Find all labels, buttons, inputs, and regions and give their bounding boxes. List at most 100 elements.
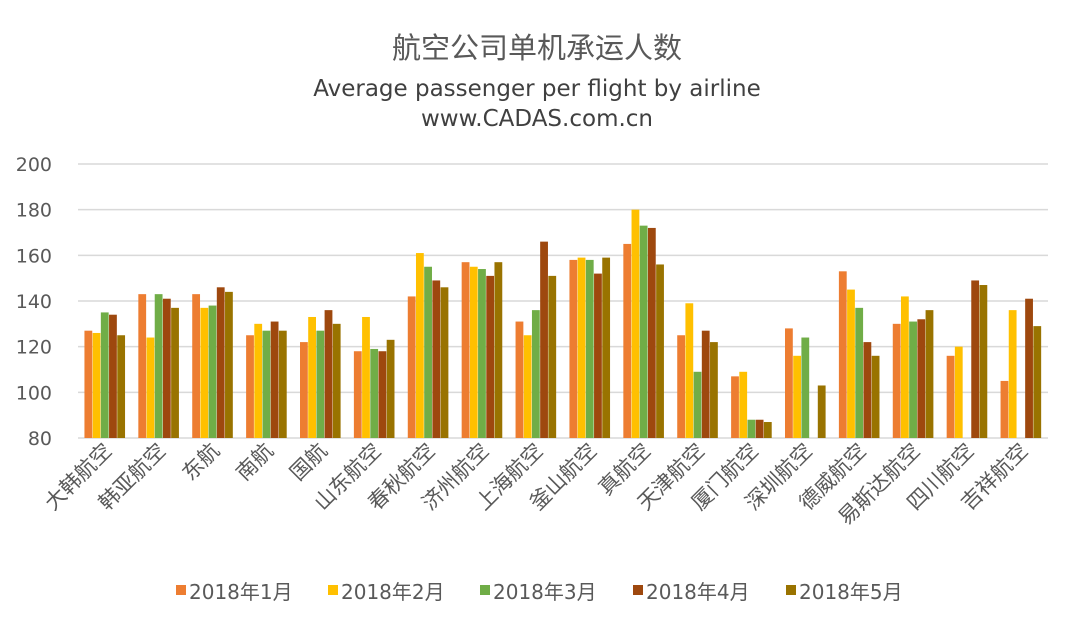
bar [569, 259, 578, 438]
bar [154, 294, 163, 438]
bar [1025, 298, 1033, 438]
bar [324, 310, 333, 438]
bar [917, 319, 926, 438]
bar [84, 330, 93, 438]
bar [117, 335, 126, 438]
bar [92, 332, 101, 438]
bar [332, 323, 341, 438]
bar [424, 266, 432, 438]
bar [461, 262, 470, 438]
bar [801, 337, 810, 438]
bar [378, 351, 387, 438]
bar [478, 269, 486, 438]
bar [531, 310, 540, 438]
bar [262, 330, 271, 438]
bar [785, 328, 793, 438]
y-tick-label: 180 [16, 200, 52, 222]
bar [954, 346, 963, 438]
bar [216, 287, 225, 438]
bar [793, 355, 801, 438]
bar [432, 280, 441, 438]
bar [847, 289, 855, 438]
bar [577, 257, 586, 438]
legend-label: 2018年4月 [646, 580, 750, 604]
bar [1033, 326, 1042, 438]
bar [817, 385, 826, 438]
bar [515, 321, 524, 438]
y-tick-label: 120 [16, 337, 52, 359]
bar [685, 303, 694, 438]
bar [100, 312, 109, 438]
legend-label: 2018年5月 [799, 580, 903, 604]
y-tick-label: 100 [16, 382, 52, 404]
x-tick-label: 南航 [231, 439, 278, 486]
bar [1008, 310, 1017, 438]
bar [925, 310, 934, 438]
legend-swatch [480, 585, 490, 595]
bar [486, 275, 495, 438]
bar [162, 298, 171, 438]
bar [225, 291, 233, 438]
bar [623, 243, 632, 438]
legend-swatch [328, 585, 338, 595]
bar [109, 314, 117, 438]
bar [300, 342, 308, 438]
bar [308, 316, 316, 438]
bar [838, 271, 847, 438]
bar [855, 307, 864, 438]
bar [146, 337, 155, 438]
bar [747, 419, 756, 438]
bar [863, 342, 872, 438]
bar [639, 225, 648, 438]
bar [693, 371, 702, 438]
chart-source: www.CADAS.com.cn [421, 106, 653, 132]
bar [246, 335, 254, 438]
bar [585, 259, 594, 438]
bar [494, 262, 503, 438]
bar [677, 335, 686, 438]
chart-subtitle: Average passenger per flight by airline [313, 76, 761, 102]
bar [892, 323, 901, 438]
x-tick-label: 东航 [178, 439, 225, 486]
bar [278, 330, 287, 438]
legend-swatch [786, 585, 796, 595]
bar [523, 335, 532, 438]
x-tick-label: 国航 [285, 439, 332, 486]
bar [755, 419, 764, 438]
bar [254, 323, 263, 438]
legend-label: 2018年3月 [493, 580, 597, 604]
bar [731, 376, 739, 438]
bar [900, 296, 909, 438]
bar [594, 273, 602, 438]
bar [1000, 380, 1009, 438]
bar [701, 330, 710, 438]
bar [469, 266, 478, 438]
bar [386, 339, 395, 438]
bar [200, 307, 209, 438]
bar [909, 321, 917, 438]
bar [602, 257, 611, 438]
bar [540, 241, 548, 438]
bar [979, 285, 988, 438]
bar [971, 280, 980, 438]
bar [171, 307, 179, 438]
bar [192, 294, 201, 438]
y-tick-label: 140 [16, 291, 52, 313]
bar [548, 275, 557, 438]
legend-label: 2018年2月 [341, 580, 445, 604]
legend-swatch [633, 585, 643, 595]
bar [656, 264, 664, 438]
bar [370, 348, 379, 438]
y-tick-label: 160 [16, 245, 52, 267]
bar [316, 330, 325, 438]
y-tick-label: 80 [28, 428, 52, 450]
chart-title: 航空公司单机承运人数 [392, 31, 682, 65]
bar [647, 227, 656, 438]
bar [440, 287, 449, 438]
bar [415, 253, 424, 438]
bar [270, 321, 279, 438]
bar [353, 351, 362, 438]
bar [138, 294, 147, 438]
